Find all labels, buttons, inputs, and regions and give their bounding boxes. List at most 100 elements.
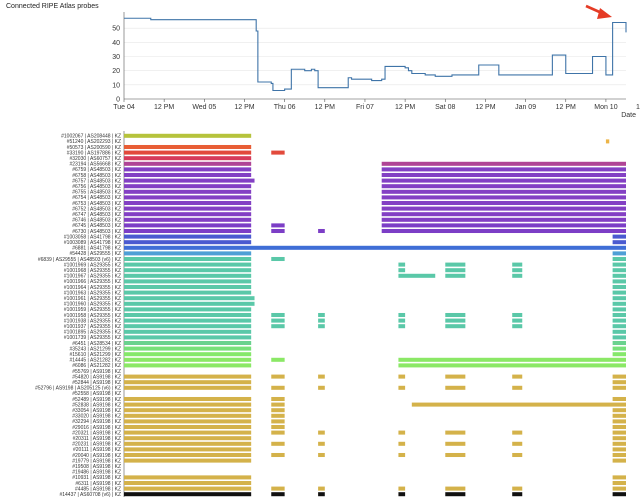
probe-uptime-bar	[612, 234, 626, 239]
probe-uptime-bar	[411, 402, 626, 407]
probe-uptime-bar	[124, 324, 252, 329]
probe-uptime-bar	[612, 346, 626, 351]
probe-uptime-bar	[512, 324, 523, 329]
probe-label: #54428 | AS29555 | KZ	[69, 251, 121, 257]
x-axis-label: Date	[621, 112, 636, 119]
probe-label: #54820 | AS9198 | KZ	[72, 374, 121, 380]
probe-uptime-bar	[124, 189, 252, 194]
probe-label: #6756 | AS48503 | KZ	[72, 184, 121, 190]
probe-uptime-bar	[318, 452, 325, 458]
probe-uptime-bar	[398, 273, 436, 278]
probe-label: #35243 | AS21299 | KZ	[69, 346, 121, 352]
probe-uptime-bar	[124, 223, 252, 228]
probe-uptime-bar	[124, 352, 252, 357]
probe-label: #1001960 | AS29355 | KZ	[64, 302, 121, 308]
probe-uptime-bar	[612, 413, 626, 418]
probe-label: #14437 | AS60708 (v6) | KZ	[59, 492, 121, 498]
chart-title: Connected RIPE Atlas probes	[6, 3, 99, 10]
probe-uptime-bar	[612, 307, 626, 312]
probe-uptime-bar	[124, 380, 252, 385]
probe-uptime-bar	[318, 374, 325, 379]
probe-label: #51240 | AS202293 | KZ	[67, 139, 121, 145]
probe-uptime-bar	[612, 447, 626, 452]
probe-uptime-bar	[318, 312, 325, 318]
probe-uptime-bar	[124, 408, 252, 413]
probe-label: #6753 | AS48503 | KZ	[72, 201, 121, 207]
probe-uptime-bar	[124, 262, 252, 267]
probe-uptime-bar	[512, 430, 523, 435]
probe-uptime-bar	[124, 296, 255, 301]
probe-label: #15610 | AS21299 | KZ	[69, 352, 121, 358]
probe-uptime-bar	[318, 385, 325, 390]
probe-uptime-bar	[612, 408, 626, 413]
probe-uptime-bar	[612, 273, 626, 278]
probe-label: #1001963 | AS29355 | KZ	[64, 290, 121, 296]
probe-uptime-bar	[612, 486, 626, 491]
probe-uptime-bar	[124, 458, 252, 463]
probe-uptime-bar	[612, 318, 626, 323]
probe-uptime-bar	[512, 374, 523, 379]
probe-label: #14445 | AS21282 | KZ	[69, 358, 121, 364]
series-line	[124, 17, 627, 92]
probe-uptime-bar	[381, 206, 626, 211]
probe-uptime-bar	[124, 172, 252, 178]
probe-uptime-bar	[271, 441, 285, 446]
probe-uptime-bar	[381, 189, 626, 194]
probe-label: #52796 | AS9198 | AS205125 (v6) | KZ	[35, 386, 121, 392]
probe-uptime-bar	[381, 184, 626, 189]
probe-uptime-bar	[612, 380, 626, 385]
probe-uptime-bar	[124, 150, 252, 155]
probe-label: #55769 | AS9198 | KZ	[72, 369, 121, 375]
probe-uptime-bar	[124, 424, 252, 430]
probe-uptime-bar	[124, 419, 252, 424]
probe-uptime-bar	[381, 200, 626, 206]
probe-uptime-bar	[124, 318, 252, 323]
probe-uptime-bar	[124, 228, 252, 234]
probe-uptime-bar	[271, 413, 285, 418]
probe-label: #6881 | AS41798 | KZ	[72, 246, 121, 252]
line-chart: 0 10 20 30 40 50 Tue 04 12 PM Wed 05 12 PM Thu 06 1…	[112, 12, 640, 119]
probe-uptime-bar	[398, 385, 406, 390]
probe-uptime-bar	[512, 486, 523, 491]
probe-uptime-bar	[381, 223, 626, 228]
probe-uptime-bar	[124, 184, 252, 189]
probe-uptime-bar	[445, 318, 466, 323]
probe-label: #6754 | AS48503 | KZ	[72, 195, 121, 201]
probe-label: #1001895 | AS29355 | KZ	[64, 330, 121, 336]
probe-uptime-bar	[445, 430, 466, 435]
probe-uptime-bar	[124, 217, 252, 222]
probe-uptime-bar	[124, 240, 252, 245]
probe-uptime-bar	[271, 492, 285, 497]
probe-uptime-bar	[445, 441, 466, 446]
probe-uptime-bar	[605, 139, 610, 144]
probe-uptime-bar	[398, 363, 626, 368]
probe-uptime-bar	[612, 296, 626, 301]
x-tick-label: Mon 10	[594, 104, 617, 111]
probe-uptime-bar	[124, 402, 252, 407]
probe-uptime-bar	[271, 408, 285, 413]
probe-label: #32294 | AS9198 | KZ	[72, 419, 121, 425]
probe-uptime-bar	[612, 396, 626, 402]
probe-uptime-bar	[445, 486, 466, 491]
probe-uptime-bar	[612, 251, 626, 256]
probe-uptime-bar	[445, 492, 466, 497]
x-tick-label: 12 PM	[234, 104, 254, 111]
y-tick-label: 20	[112, 68, 120, 75]
probe-uptime-bar	[445, 452, 466, 458]
probe-uptime-bar	[271, 312, 285, 318]
probe-uptime-bar	[124, 430, 252, 435]
probe-uptime-bar	[612, 340, 626, 346]
x-tick-label: 12 PM	[315, 104, 335, 111]
probe-uptime-bar	[124, 413, 252, 418]
probe-uptime-bar	[381, 167, 626, 172]
probe-uptime-bar	[124, 195, 252, 200]
y-tick-label: 50	[112, 26, 120, 33]
probe-uptime-bar	[398, 268, 406, 273]
probe-uptime-bar	[612, 458, 626, 463]
probe-uptime-bar	[612, 441, 626, 446]
probe-uptime-bar	[124, 374, 252, 379]
probe-uptime-bar	[271, 424, 285, 430]
probe-uptime-bar	[124, 133, 252, 138]
probe-uptime-bar	[381, 172, 626, 178]
